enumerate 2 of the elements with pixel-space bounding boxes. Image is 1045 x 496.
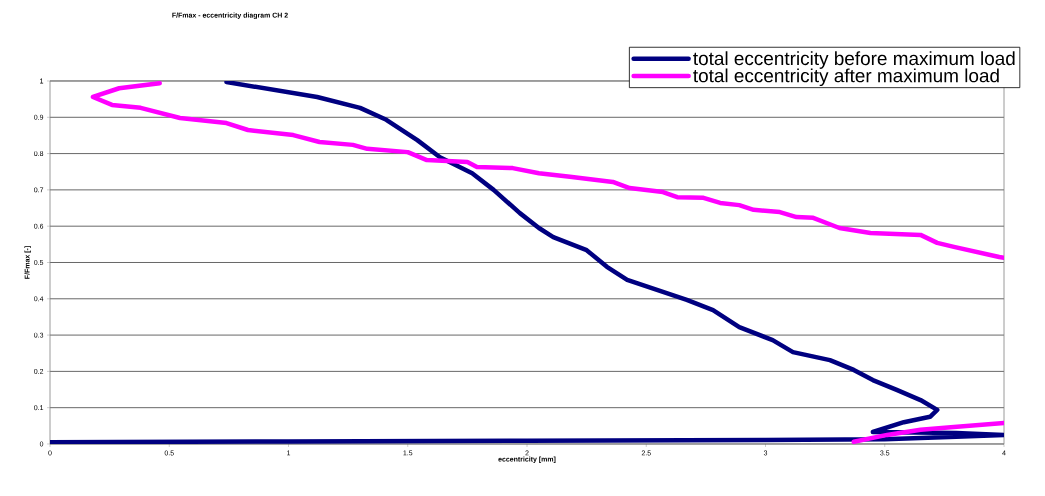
legend-label: total eccentricity before maximum load bbox=[693, 51, 1015, 69]
legend-label: total eccentricity after maximum load bbox=[693, 68, 999, 87]
